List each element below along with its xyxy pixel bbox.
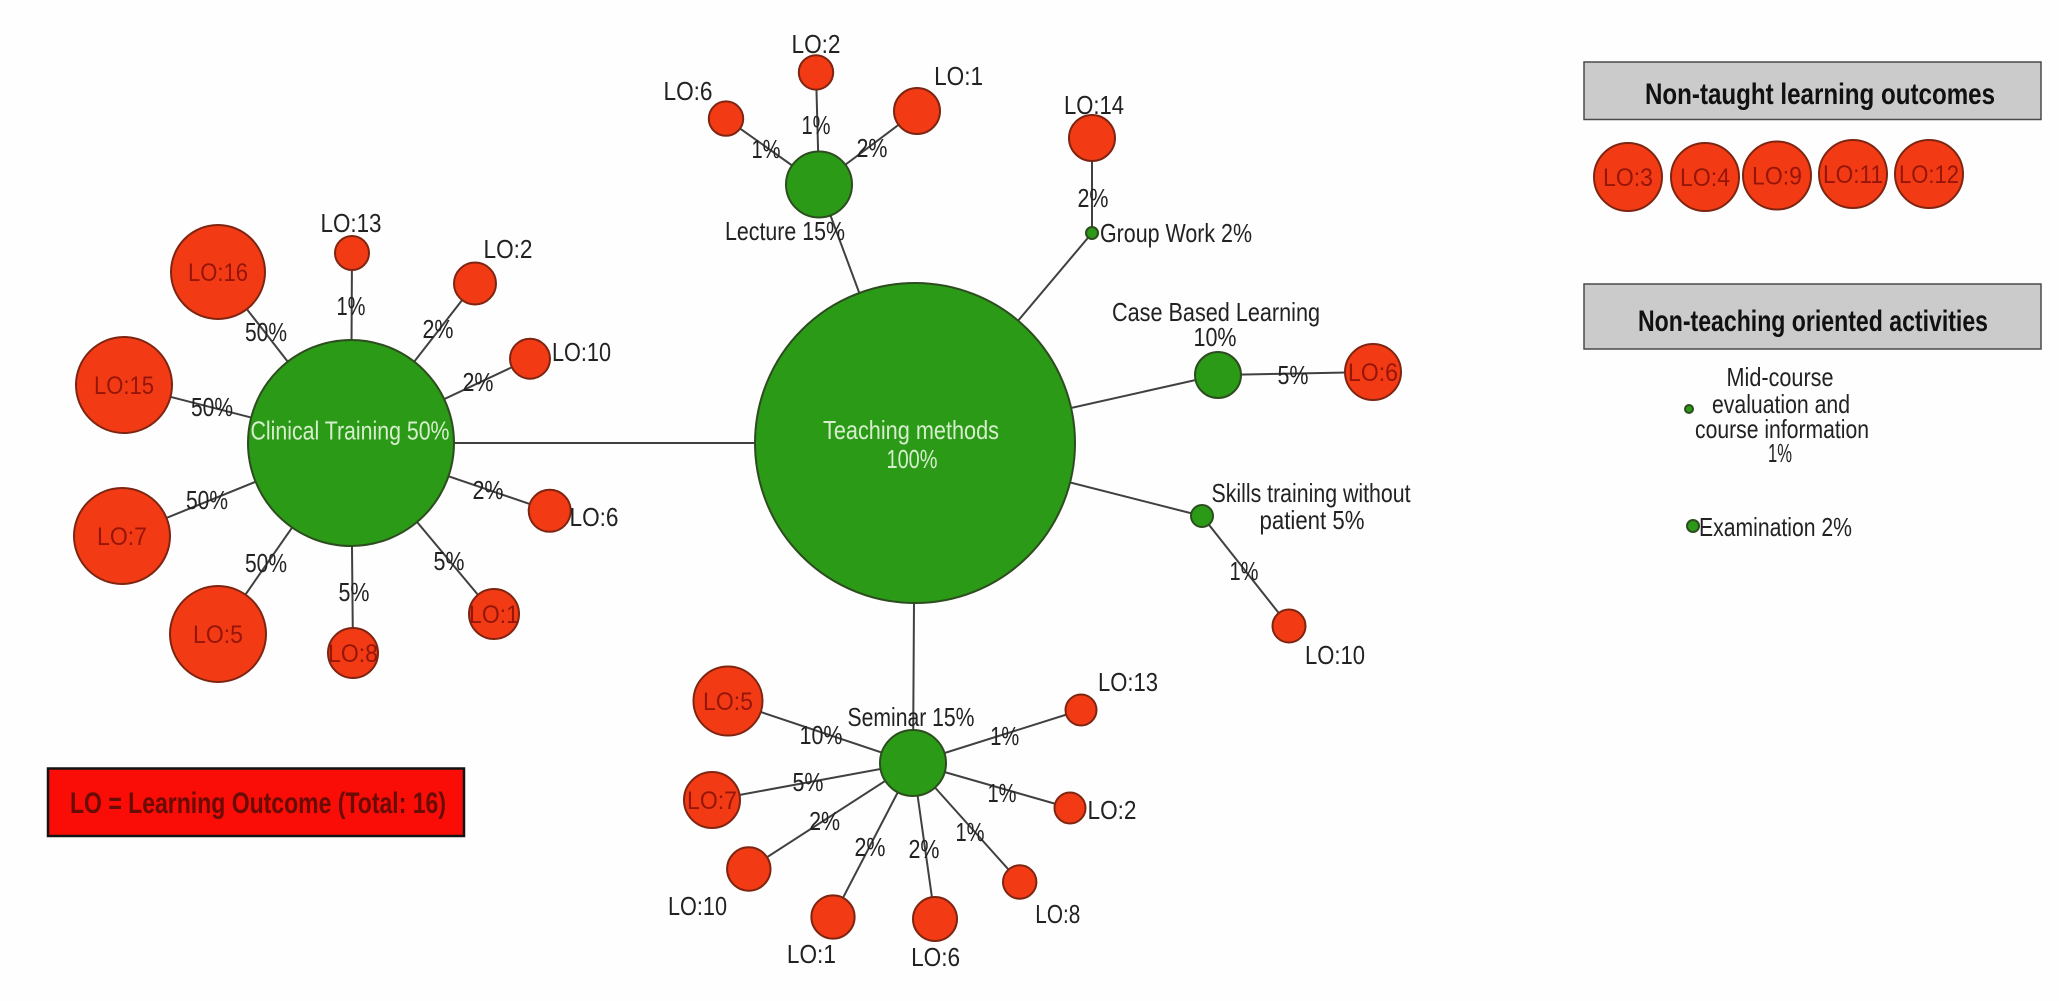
svg-text:50%: 50% (245, 548, 287, 578)
svg-text:LO:8: LO:8 (328, 640, 378, 668)
svg-text:LO = Learning Outcome (Total:: LO = Learning Outcome (Total: 16) (70, 787, 446, 820)
svg-text:LO:3: LO:3 (1603, 164, 1653, 192)
svg-text:1%: 1% (752, 134, 781, 164)
svg-text:LO:6: LO:6 (911, 942, 960, 972)
svg-text:LO:13: LO:13 (1098, 667, 1158, 697)
svg-text:Skills training without: Skills training without (1212, 478, 1412, 508)
svg-text:1%: 1% (337, 291, 366, 321)
svg-text:Examination 2%: Examination 2% (1699, 512, 1852, 542)
svg-text:LO:1: LO:1 (787, 939, 836, 969)
svg-text:LO:2: LO:2 (484, 234, 533, 264)
svg-text:5%: 5% (793, 767, 824, 797)
svg-text:10%: 10% (1194, 322, 1237, 352)
svg-text:LO:5: LO:5 (193, 621, 243, 649)
svg-text:1%: 1% (1768, 438, 1792, 468)
svg-text:2%: 2% (473, 475, 504, 505)
svg-text:2%: 2% (809, 806, 840, 836)
svg-text:LO:2: LO:2 (1088, 795, 1137, 825)
svg-text:LO:6: LO:6 (664, 76, 713, 106)
svg-text:Mid-course: Mid-course (1727, 362, 1834, 392)
svg-text:LO:9: LO:9 (1752, 163, 1802, 191)
svg-text:Clinical Training 50%: Clinical Training 50% (251, 416, 450, 446)
svg-text:LO:16: LO:16 (188, 259, 248, 287)
svg-text:LO:5: LO:5 (703, 688, 753, 716)
svg-text:5%: 5% (339, 577, 370, 607)
svg-text:2%: 2% (857, 133, 888, 163)
svg-text:LO:1: LO:1 (934, 61, 983, 91)
svg-text:2%: 2% (909, 834, 940, 864)
svg-text:10%: 10% (800, 720, 843, 750)
svg-text:Non-taught learning outcomes: Non-taught learning outcomes (1645, 78, 1995, 111)
svg-text:2%: 2% (1078, 183, 1109, 213)
svg-text:Lecture 15%: Lecture 15% (725, 216, 845, 246)
svg-text:LO:6: LO:6 (1348, 359, 1398, 387)
svg-text:LO:10: LO:10 (668, 891, 727, 921)
svg-text:2%: 2% (463, 367, 494, 397)
svg-text:1%: 1% (1230, 556, 1259, 586)
svg-text:1%: 1% (990, 721, 1019, 751)
svg-text:LO:1: LO:1 (469, 601, 519, 629)
svg-text:LO:10: LO:10 (552, 337, 611, 367)
svg-text:LO:12: LO:12 (1899, 161, 1959, 189)
svg-text:2%: 2% (423, 314, 454, 344)
svg-text:Teaching methods: Teaching methods (823, 415, 999, 445)
svg-text:patient 5%: patient 5% (1260, 505, 1365, 535)
svg-text:50%: 50% (191, 392, 233, 422)
svg-text:evaluation and: evaluation and (1712, 389, 1850, 419)
svg-text:100%: 100% (887, 444, 938, 474)
svg-text:2%: 2% (855, 832, 886, 862)
svg-text:1%: 1% (802, 110, 831, 140)
svg-text:LO:4: LO:4 (1680, 164, 1730, 192)
svg-text:50%: 50% (245, 317, 287, 347)
svg-text:50%: 50% (186, 485, 228, 515)
svg-text:LO:2: LO:2 (792, 29, 841, 59)
svg-text:LO:8: LO:8 (1035, 899, 1080, 929)
svg-text:Case Based Learning: Case Based Learning (1112, 297, 1320, 327)
svg-text:1%: 1% (988, 778, 1017, 808)
svg-text:LO:15: LO:15 (94, 372, 154, 400)
svg-text:LO:11: LO:11 (1823, 161, 1883, 189)
svg-text:5%: 5% (434, 546, 465, 576)
svg-text:LO:7: LO:7 (687, 787, 737, 815)
svg-text:5%: 5% (1278, 360, 1309, 390)
svg-text:Group Work 2%: Group Work 2% (1100, 218, 1252, 248)
svg-text:Seminar 15%: Seminar 15% (848, 702, 975, 732)
svg-text:LO:7: LO:7 (97, 523, 147, 551)
svg-text:Non-teaching oriented activiti: Non-teaching oriented activities (1638, 305, 1988, 338)
svg-text:LO:10: LO:10 (1305, 640, 1365, 670)
svg-text:course information: course information (1695, 414, 1869, 444)
svg-text:LO:13: LO:13 (321, 208, 382, 238)
svg-text:LO:6: LO:6 (570, 502, 619, 532)
svg-text:1%: 1% (956, 817, 985, 847)
svg-text:LO:14: LO:14 (1064, 90, 1124, 120)
